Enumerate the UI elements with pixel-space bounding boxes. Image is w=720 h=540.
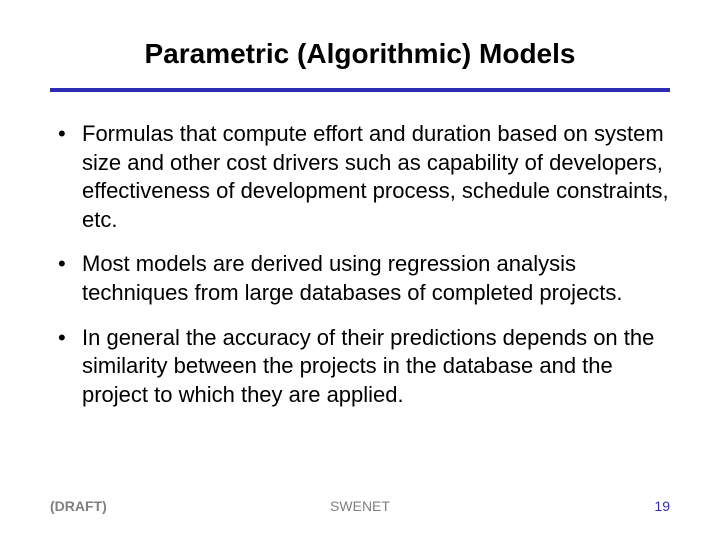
bullet-list: Formulas that compute effort and duratio…	[50, 120, 670, 409]
footer-page-number: 19	[654, 498, 670, 514]
list-item: In general the accuracy of their predict…	[50, 324, 670, 410]
list-item: Most models are derived using regression…	[50, 250, 670, 307]
slide-footer: (DRAFT) SWENET 19	[50, 498, 670, 514]
slide: Parametric (Algorithmic) Models Formulas…	[0, 0, 720, 540]
list-item: Formulas that compute effort and duratio…	[50, 120, 670, 234]
slide-title: Parametric (Algorithmic) Models	[50, 38, 670, 70]
footer-draft-label: (DRAFT)	[50, 498, 107, 514]
title-divider	[50, 88, 670, 92]
footer-source-label: SWENET	[330, 498, 390, 514]
